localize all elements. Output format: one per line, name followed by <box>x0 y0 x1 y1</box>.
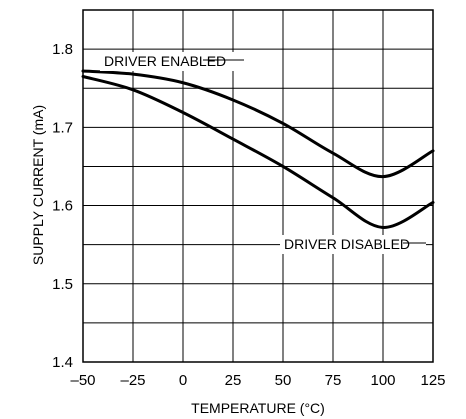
x-tick-label: 50 <box>275 372 292 389</box>
y-tick-labels: 1.4 1.5 1.6 1.7 1.8 <box>52 41 73 371</box>
x-tick-labels: –50 –25 0 25 50 75 100 125 <box>70 372 445 389</box>
x-tick-label: 100 <box>370 372 395 389</box>
series-line-driver-enabled <box>81 69 435 179</box>
label-bg <box>280 235 426 254</box>
x-axis-title: TEMPERATURE (°C) <box>191 400 325 416</box>
label-bg <box>100 52 242 71</box>
x-tick-label: –50 <box>70 372 95 389</box>
y-axis-title: SUPPLY CURRENT (mA) <box>30 105 46 265</box>
y-tick-label: 1.4 <box>52 354 73 371</box>
x-tick-label: –25 <box>120 372 145 389</box>
plot-frame <box>82 9 434 363</box>
series-layer <box>81 69 435 229</box>
y-tick-label: 1.8 <box>52 41 73 58</box>
series-line-driver-disabled <box>81 74 435 229</box>
x-tick-label: 75 <box>325 372 342 389</box>
x-tick-label: 25 <box>225 372 242 389</box>
y-tick-label: 1.7 <box>52 119 73 136</box>
y-tick-label: 1.5 <box>52 276 73 293</box>
x-tick-label: 125 <box>420 372 445 389</box>
x-tick-label: 0 <box>179 372 187 389</box>
series-labels: DRIVER ENABLED DRIVER DISABLED <box>100 52 426 254</box>
series-label-driver-disabled: DRIVER DISABLED <box>284 236 410 252</box>
y-tick-label: 1.6 <box>52 198 73 215</box>
series-label-driver-enabled: DRIVER ENABLED <box>104 53 226 69</box>
